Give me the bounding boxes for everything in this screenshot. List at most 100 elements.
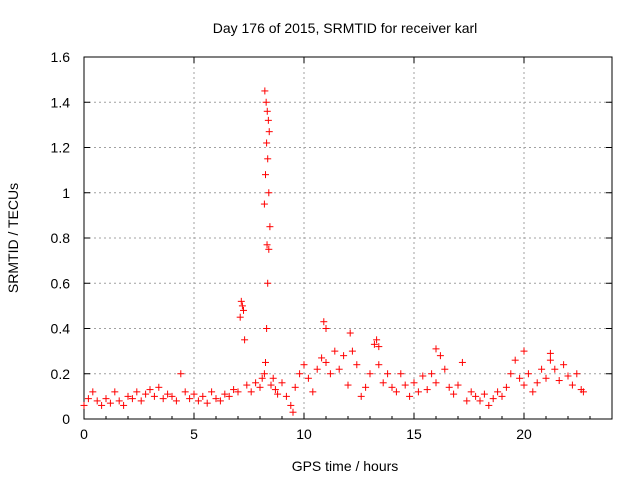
data-point: [190, 390, 198, 398]
data-point: [472, 392, 480, 400]
data-point: [186, 395, 194, 403]
data-point: [265, 128, 273, 136]
data-point: [262, 358, 269, 366]
data-point: [240, 306, 247, 314]
data-point: [124, 392, 132, 400]
y-tick-label: 0.8: [51, 230, 71, 246]
x-tick-label: 15: [406, 426, 422, 442]
data-point: [263, 241, 271, 249]
x-tick-label: 20: [516, 426, 532, 442]
chart-title: Day 176 of 2015, SRMTID for receiver kar…: [213, 20, 478, 36]
data-point: [538, 365, 546, 373]
data-point: [260, 370, 268, 378]
data-point: [406, 392, 414, 400]
data-point: [265, 189, 273, 197]
data-point: [199, 392, 207, 400]
data-point: [208, 388, 216, 396]
data-point: [262, 171, 269, 179]
data-point: [401, 381, 409, 389]
data-point: [322, 325, 330, 332]
data-point: [221, 390, 229, 398]
data-point: [216, 397, 224, 405]
data-point: [520, 381, 528, 389]
data-point: [241, 336, 249, 344]
data-point: [384, 370, 392, 378]
data-point: [238, 302, 246, 310]
data-point: [89, 388, 97, 396]
data-point: [375, 343, 383, 351]
data-point: [511, 356, 519, 364]
data-point: [264, 116, 272, 124]
data-point: [172, 397, 180, 405]
data-point: [203, 399, 211, 407]
data-point: [102, 395, 110, 403]
data-point: [379, 379, 387, 387]
data-point: [568, 381, 576, 389]
data-point: [300, 361, 308, 369]
y-tick-label: 0: [62, 411, 70, 427]
data-point: [93, 397, 101, 405]
data-point: [318, 354, 326, 362]
data-point: [476, 397, 484, 405]
y-tick-label: 1: [62, 185, 70, 201]
data-point: [498, 392, 506, 400]
data-point: [564, 372, 572, 380]
x-tick-label: 5: [190, 426, 198, 442]
data-point: [262, 98, 270, 106]
data-point: [445, 383, 453, 391]
data-point: [164, 390, 172, 398]
data-point: [467, 388, 475, 396]
data-point: [560, 361, 568, 369]
data-point: [274, 390, 282, 398]
y-tick-label: 0.6: [51, 275, 71, 291]
data-point: [348, 347, 356, 355]
x-tick-label: 10: [296, 426, 312, 442]
data-point: [181, 388, 189, 396]
data-point: [237, 297, 245, 305]
data-point: [265, 245, 273, 253]
data-point: [230, 386, 238, 394]
x-axis-label: GPS time / hours: [292, 458, 399, 474]
data-point: [98, 401, 106, 409]
data-point: [335, 365, 343, 373]
data-point: [551, 365, 559, 373]
data-point: [419, 372, 427, 380]
data-point: [340, 352, 348, 360]
data-point: [331, 347, 339, 355]
data-point: [142, 390, 150, 398]
data-point: [507, 370, 515, 378]
data-point: [155, 383, 163, 391]
data-point: [428, 370, 436, 378]
data-point: [150, 392, 158, 400]
data-point: [159, 395, 167, 403]
data-point: [529, 388, 537, 396]
data-point: [392, 388, 400, 396]
data-point: [287, 401, 295, 409]
data-point: [485, 401, 493, 409]
data-point: [353, 361, 361, 369]
data-point: [555, 377, 563, 385]
data-point: [267, 381, 275, 389]
data-point: [463, 397, 471, 405]
data-point: [234, 388, 242, 396]
data-point: [120, 401, 128, 409]
data-point: [137, 397, 145, 405]
y-axis-label: SRMTID / TECUs: [5, 183, 21, 293]
data-point: [236, 313, 244, 321]
data-point: [289, 408, 297, 416]
data-point: [480, 390, 488, 398]
y-tick-label: 0.4: [51, 321, 71, 337]
data-point: [247, 388, 255, 396]
data-point: [146, 386, 154, 394]
grid-lines: [84, 57, 612, 419]
data-point: [263, 139, 271, 147]
axis-ticks: 0 5 10 15 20 0 0.2 0.4 0.6 0.8 1 1.2 1.4 1.6: [51, 49, 612, 442]
data-point: [454, 381, 462, 389]
data-point: [260, 200, 268, 208]
data-points: [80, 87, 587, 416]
data-point: [296, 370, 304, 378]
data-point: [263, 325, 271, 332]
data-point: [291, 383, 299, 391]
data-point: [524, 370, 532, 378]
